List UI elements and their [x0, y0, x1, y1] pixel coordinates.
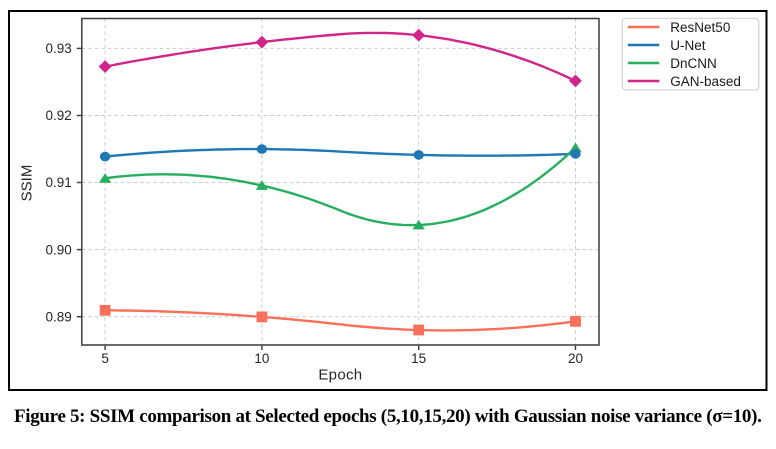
svg-text:10: 10 [254, 351, 269, 366]
svg-text:GAN-based: GAN-based [670, 74, 741, 89]
svg-text:ResNet50: ResNet50 [670, 20, 730, 35]
svg-text:0.91: 0.91 [46, 175, 72, 190]
svg-text:0.92: 0.92 [46, 108, 72, 123]
svg-text:U-Net: U-Net [670, 38, 706, 53]
svg-text:0.90: 0.90 [46, 242, 72, 257]
svg-text:15: 15 [411, 351, 426, 366]
svg-text:0.93: 0.93 [46, 41, 72, 56]
svg-text:20: 20 [568, 351, 583, 366]
svg-text:SSIM: SSIM [19, 165, 36, 202]
svg-text:DnCNN: DnCNN [670, 56, 717, 71]
svg-text:Epoch: Epoch [318, 367, 362, 384]
svg-text:0.89: 0.89 [46, 309, 72, 324]
svg-text:5: 5 [101, 351, 109, 366]
